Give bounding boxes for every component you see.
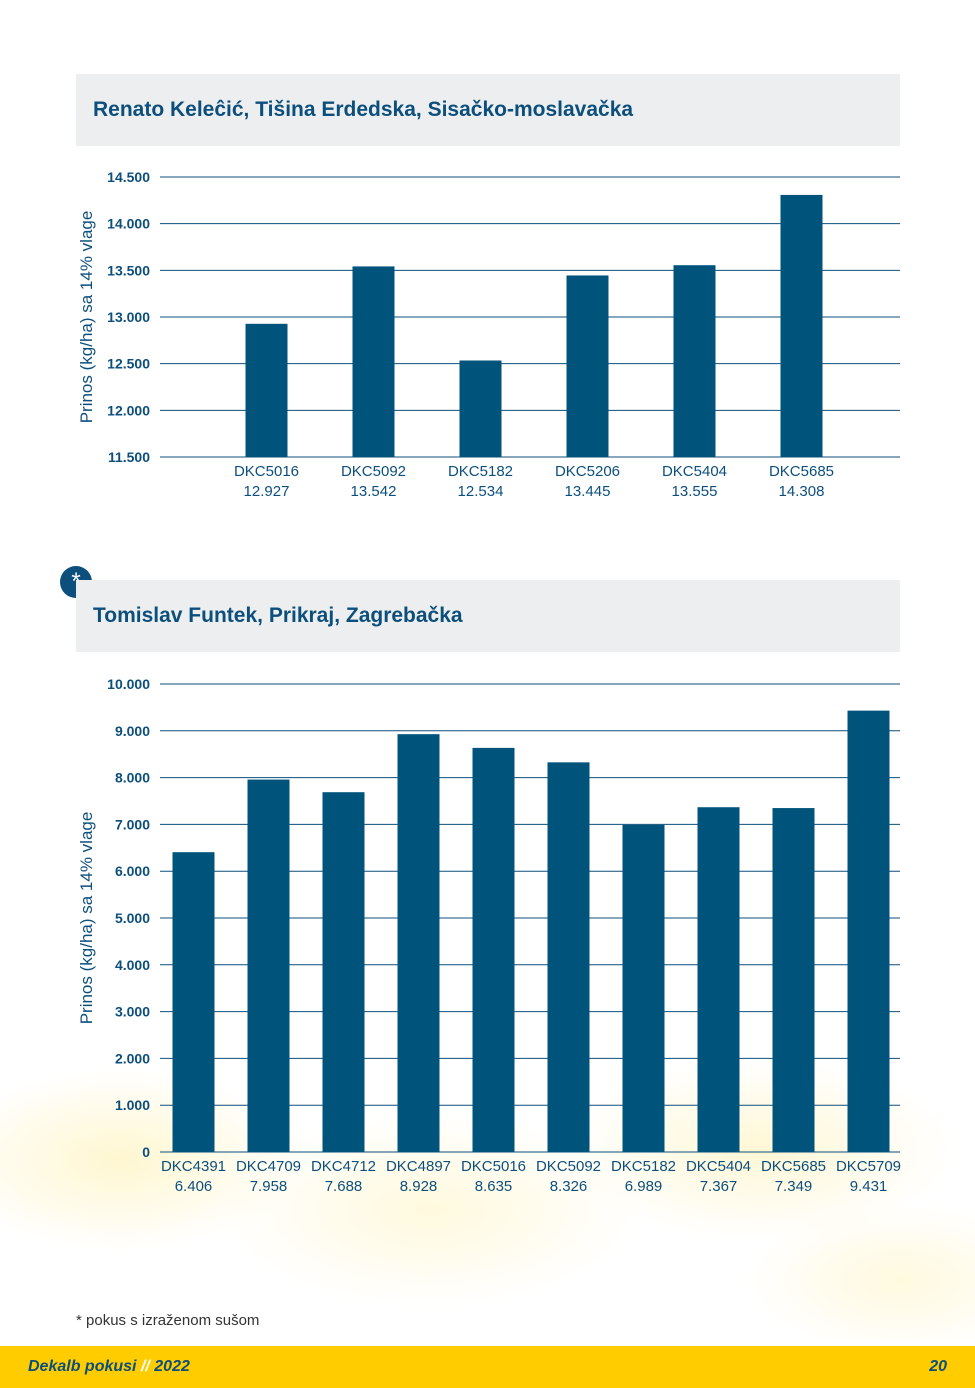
data-label: 7.367 [700, 1178, 738, 1195]
chart-1-title: Renato Keleĉić, Tišina Erdedska, Sisačko… [93, 98, 634, 121]
y-tick-label: 9.000 [115, 723, 150, 739]
y-tick-label: 5.000 [115, 910, 150, 926]
y-tick-label: 4.000 [115, 957, 150, 973]
y-axis-label: Prinos (kg/ha) sa 14% vlage [77, 211, 96, 424]
data-label: 8.326 [550, 1178, 588, 1195]
bar [459, 360, 502, 457]
bar [547, 762, 590, 1152]
bar [397, 734, 440, 1152]
y-tick-label: 10.000 [107, 676, 150, 692]
bar [245, 323, 288, 457]
footer-brand: Dekalb pokusi [28, 1358, 137, 1375]
y-tick-label: 13.000 [107, 309, 150, 325]
x-tick-label: DKC5709 [836, 1158, 901, 1175]
page-number: 20 [929, 1358, 947, 1375]
y-tick-label: 12.000 [107, 402, 150, 418]
page-footer: Dekalb pokusi // 2022 20 [0, 1346, 975, 1388]
x-tick-label: DKC5685 [761, 1158, 826, 1175]
bar [673, 265, 716, 457]
x-tick-label: DKC5206 [555, 463, 620, 480]
y-tick-label: 14.500 [107, 169, 150, 185]
footer-title: Dekalb pokusi // 2022 [28, 1358, 190, 1376]
chart-2-header: Tomislav Funtek, Prikraj, Zagrebačka [76, 580, 900, 652]
bar [472, 747, 515, 1152]
x-tick-label: DKC5092 [536, 1158, 601, 1175]
x-tick-label: DKC5685 [769, 463, 834, 480]
data-label: 6.989 [625, 1178, 663, 1195]
bar [566, 275, 609, 457]
y-tick-label: 11.500 [108, 449, 150, 465]
bar [352, 266, 395, 457]
x-tick-label: DKC4709 [236, 1158, 301, 1175]
x-tick-label: DKC5404 [662, 463, 727, 480]
x-tick-label: DKC5182 [448, 463, 513, 480]
x-tick-label: DKC4391 [161, 1158, 226, 1175]
data-label: 13.555 [672, 483, 718, 500]
bar [322, 792, 365, 1152]
y-tick-label: 6.000 [115, 863, 150, 879]
x-tick-label: DKC4897 [386, 1158, 451, 1175]
bar [172, 852, 215, 1152]
bar [247, 779, 290, 1152]
data-label: 7.349 [775, 1178, 813, 1195]
footer-year: 2022 [154, 1358, 190, 1375]
x-tick-label: DKC5092 [341, 463, 406, 480]
data-label: 6.406 [175, 1178, 213, 1195]
data-label: 8.635 [475, 1178, 513, 1195]
data-label: 12.534 [458, 483, 504, 500]
y-tick-label: 3.000 [115, 1004, 150, 1020]
data-label: 14.308 [779, 483, 825, 500]
data-label: 13.445 [565, 483, 611, 500]
data-label: 8.928 [400, 1178, 438, 1195]
y-tick-label: 12.500 [107, 356, 150, 372]
y-tick-label: 8.000 [115, 770, 150, 786]
chart-2: 0 1.000 2.000 3.000 4.000 5.000 6.000 7.000 8.00… [77, 676, 901, 1195]
y-tick-label: 14.000 [107, 216, 150, 232]
data-label: 12.927 [244, 483, 290, 500]
bar [772, 808, 815, 1152]
footer-separator: // [140, 1358, 150, 1375]
footnote: * pokus s izraženom sušom [76, 1312, 260, 1329]
data-label: 7.958 [250, 1178, 288, 1195]
bar [697, 807, 740, 1152]
bar [780, 194, 823, 458]
x-tick-label: DKC5182 [611, 1158, 676, 1175]
y-tick-label: 13.500 [107, 262, 150, 278]
data-label: 7.688 [325, 1178, 363, 1195]
data-label: 13.542 [351, 483, 397, 500]
y-tick-label: 1.000 [115, 1097, 150, 1113]
y-tick-label: 7.000 [115, 816, 150, 832]
x-tick-label: DKC5404 [686, 1158, 751, 1175]
y-tick-label: 2.000 [115, 1050, 150, 1066]
bar [847, 710, 890, 1152]
chart-1: 11.500 12.000 12.500 13.000 13.500 14.000 14.5… [77, 169, 900, 500]
x-tick-label: DKC5016 [234, 463, 299, 480]
x-tick-label: DKC4712 [311, 1158, 376, 1175]
bar [622, 824, 665, 1152]
chart-1-header: Renato Keleĉić, Tišina Erdedska, Sisačko… [76, 74, 900, 146]
y-tick-label: 0 [142, 1144, 150, 1160]
x-tick-label: DKC5016 [461, 1158, 526, 1175]
chart-2-title: Tomislav Funtek, Prikraj, Zagrebačka [93, 604, 463, 627]
data-label: 9.431 [850, 1178, 888, 1195]
y-axis-label: Prinos (kg/ha) sa 14% vlage [77, 812, 96, 1025]
